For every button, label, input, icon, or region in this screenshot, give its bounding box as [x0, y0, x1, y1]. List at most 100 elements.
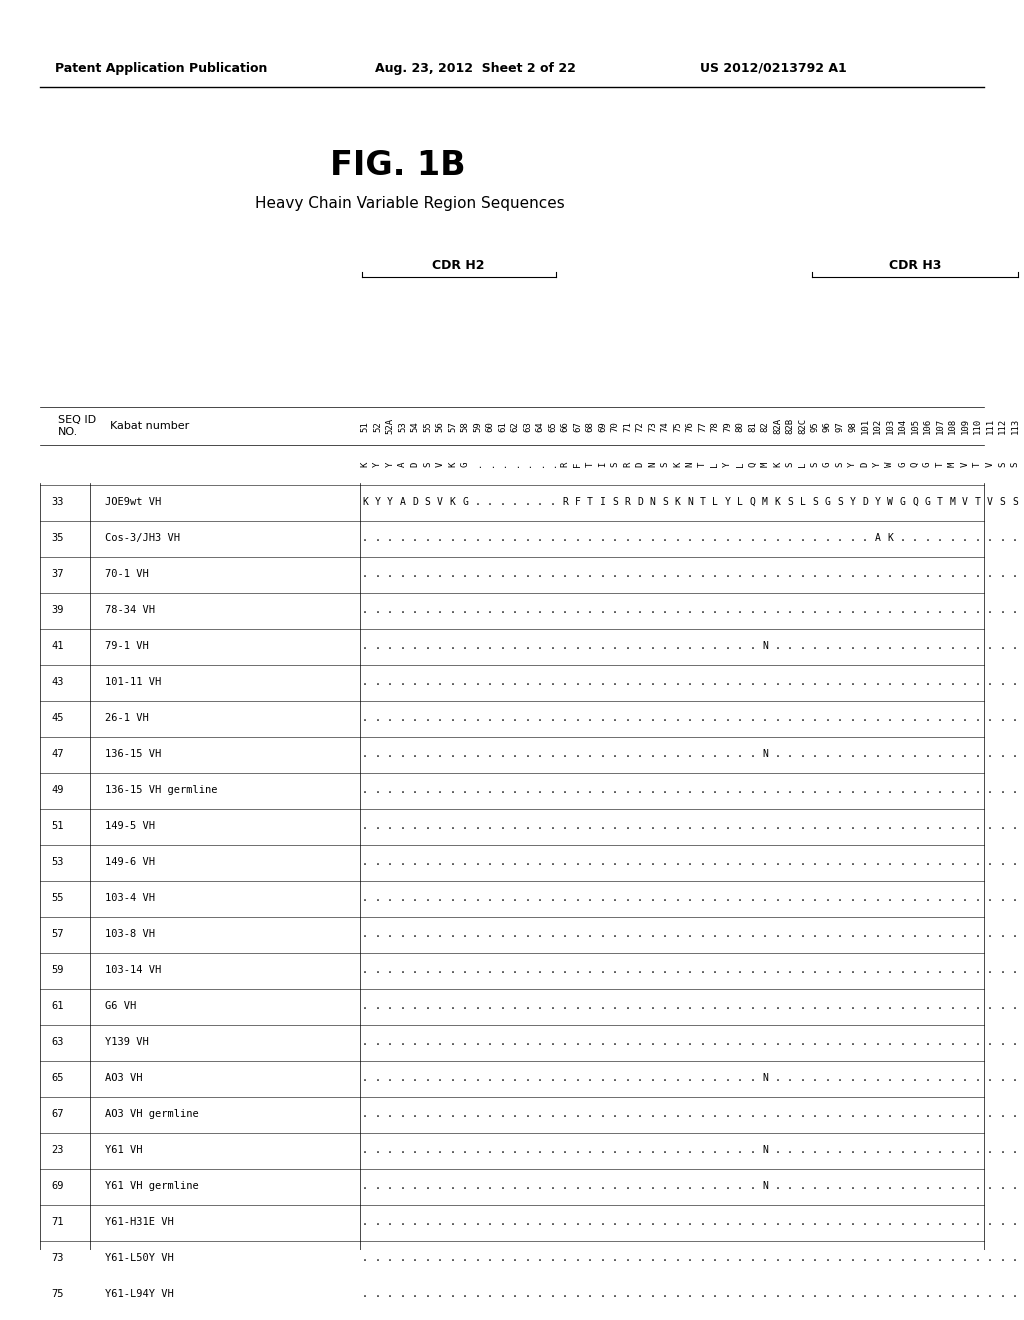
Text: .: . [887, 857, 893, 867]
Text: .: . [949, 569, 955, 579]
Text: .: . [774, 713, 780, 723]
Text: .: . [850, 713, 855, 723]
Text: .: . [737, 1217, 743, 1226]
Text: .: . [412, 748, 418, 759]
Text: .: . [687, 642, 693, 651]
Text: .: . [425, 677, 430, 686]
Text: .: . [699, 1288, 706, 1299]
Text: .: . [762, 713, 768, 723]
Text: .: . [587, 821, 593, 832]
Text: .: . [474, 1073, 480, 1082]
Text: .: . [637, 785, 643, 795]
Text: .: . [548, 462, 557, 467]
Text: .: . [800, 713, 806, 723]
Text: .: . [1012, 1181, 1018, 1191]
Text: 55: 55 [423, 421, 432, 432]
Text: .: . [524, 533, 530, 543]
Text: .: . [737, 857, 743, 867]
Text: .: . [487, 1253, 493, 1263]
Text: .: . [399, 605, 406, 615]
Text: .: . [462, 605, 468, 615]
Text: Y: Y [373, 462, 382, 467]
Text: .: . [887, 748, 893, 759]
Text: .: . [649, 1144, 655, 1155]
Text: .: . [675, 1144, 680, 1155]
Text: .: . [437, 1288, 443, 1299]
Text: .: . [425, 713, 430, 723]
Text: .: . [399, 1038, 406, 1047]
Text: .: . [862, 642, 868, 651]
Text: G: G [461, 462, 469, 467]
Text: .: . [899, 1109, 905, 1119]
Text: .: . [550, 748, 555, 759]
Text: .: . [362, 785, 368, 795]
Text: .: . [899, 1038, 905, 1047]
Text: .: . [987, 1073, 993, 1082]
Text: .: . [387, 1253, 393, 1263]
Text: .: . [537, 605, 543, 615]
Text: .: . [1012, 569, 1018, 579]
Text: .: . [425, 965, 430, 975]
Text: .: . [887, 1038, 893, 1047]
Text: .: . [887, 569, 893, 579]
Text: .: . [574, 1109, 581, 1119]
Text: .: . [512, 785, 518, 795]
Text: .: . [500, 1253, 506, 1263]
Text: .: . [824, 1217, 830, 1226]
Text: .: . [824, 1288, 830, 1299]
Text: 63: 63 [52, 1038, 65, 1047]
Text: .: . [824, 1038, 830, 1047]
Text: .: . [500, 498, 506, 507]
Text: .: . [649, 569, 655, 579]
Text: 74: 74 [660, 421, 670, 432]
Text: .: . [687, 821, 693, 832]
Text: .: . [999, 965, 1006, 975]
Text: .: . [774, 785, 780, 795]
Text: .: . [949, 677, 955, 686]
Text: .: . [625, 533, 631, 543]
Text: .: . [675, 857, 680, 867]
Text: .: . [937, 1038, 943, 1047]
Text: .: . [975, 605, 980, 615]
Text: 104: 104 [898, 418, 907, 434]
Text: K: K [360, 462, 370, 467]
Text: .: . [474, 642, 480, 651]
Text: .: . [774, 569, 780, 579]
Text: .: . [887, 642, 893, 651]
Text: .: . [387, 713, 393, 723]
Text: .: . [975, 965, 980, 975]
Text: .: . [687, 1144, 693, 1155]
Text: .: . [574, 1288, 581, 1299]
Text: .: . [487, 1181, 493, 1191]
Text: AO3 VH germline: AO3 VH germline [105, 1109, 199, 1119]
Text: .: . [712, 1217, 718, 1226]
Text: .: . [625, 642, 631, 651]
Text: .: . [837, 1073, 843, 1082]
Text: .: . [963, 713, 968, 723]
Text: .: . [512, 929, 518, 939]
Text: .: . [712, 605, 718, 615]
Text: AO3 VH: AO3 VH [105, 1073, 142, 1082]
Text: .: . [750, 1073, 756, 1082]
Text: .: . [987, 929, 993, 939]
Text: .: . [725, 569, 730, 579]
Text: .: . [837, 605, 843, 615]
Text: .: . [912, 1001, 918, 1011]
Text: .: . [887, 677, 893, 686]
Text: .: . [837, 1288, 843, 1299]
Text: .: . [787, 1109, 793, 1119]
Text: .: . [949, 785, 955, 795]
Text: .: . [474, 1038, 480, 1047]
Text: .: . [850, 642, 855, 651]
Text: .: . [812, 785, 818, 795]
Text: .: . [774, 1038, 780, 1047]
Text: K: K [675, 498, 680, 507]
Text: .: . [887, 785, 893, 795]
Text: .: . [637, 1217, 643, 1226]
Text: .: . [425, 1038, 430, 1047]
Text: .: . [800, 748, 806, 759]
Text: .: . [949, 748, 955, 759]
Text: Q: Q [748, 462, 757, 467]
Text: .: . [574, 1144, 581, 1155]
Text: .: . [562, 1001, 568, 1011]
